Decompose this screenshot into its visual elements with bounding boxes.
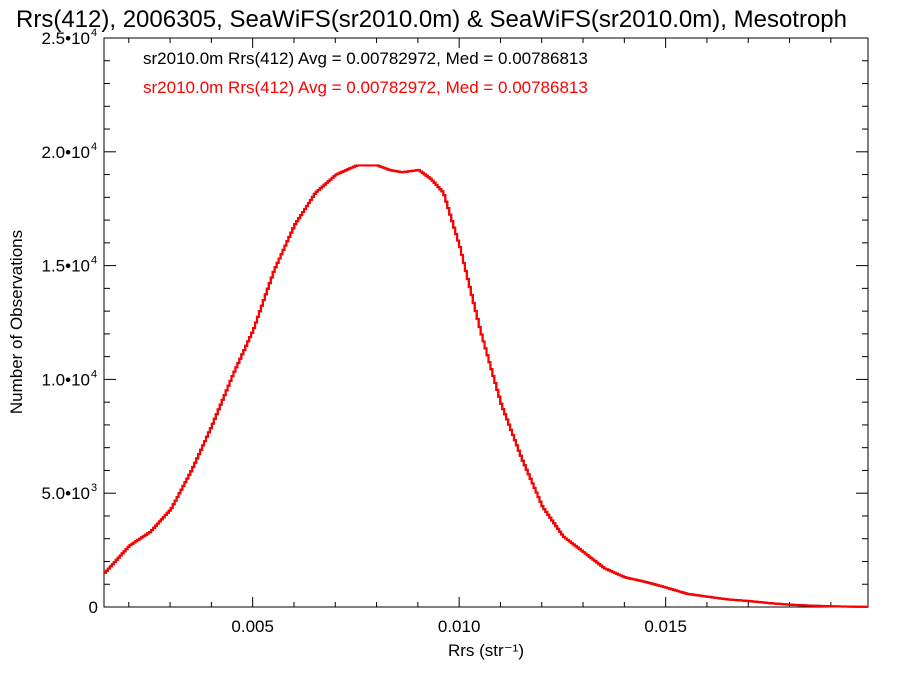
annotation-red: sr2010.0m Rrs(412) Avg = 0.00782972, Med… [143,78,588,97]
y-tick-exponent: 3 [91,482,97,494]
y-tick-exponent: 4 [91,27,97,39]
y-axis-label: Number of Observations [7,230,26,414]
series-group [104,164,869,608]
series-line-0 [104,164,869,608]
chart-title: Rrs(412), 2006305, SeaWiFS(sr2010.0m) & … [16,6,847,33]
x-tick-label: 0.015 [644,617,687,636]
y-tick-label: 2.0•10 [42,143,91,162]
x-tick-label: 0.005 [231,617,274,636]
y-tick-exponent: 4 [91,255,97,267]
y-tick-label: 1.0•10 [42,370,91,389]
y-tick-label: 5.0•10 [42,484,91,503]
x-axis-label: Rrs (str⁻¹) [448,641,524,660]
y-tick-mantissa: 5.0•10 [42,484,91,503]
y-tick-mantissa: 2.5•10 [42,29,91,48]
y-tick-exponent: 4 [91,141,97,153]
x-tick-label: 0.010 [438,617,481,636]
y-tick-mantissa: 0 [89,598,98,617]
y-tick-mantissa: 1.0•10 [42,370,91,389]
y-tick-mantissa: 2.0•10 [42,143,91,162]
y-tick-label: 0 [89,598,98,617]
plot-frame [103,37,869,608]
y-tick-exponent: 4 [91,368,97,380]
annotation-black: sr2010.0m Rrs(412) Avg = 0.00782972, Med… [143,49,588,68]
y-tick-mantissa: 1.5•10 [42,257,91,276]
y-tick-label: 1.5•10 [42,257,91,276]
series-line-1 [104,164,869,608]
y-tick-label: 2.5•10 [42,29,91,48]
